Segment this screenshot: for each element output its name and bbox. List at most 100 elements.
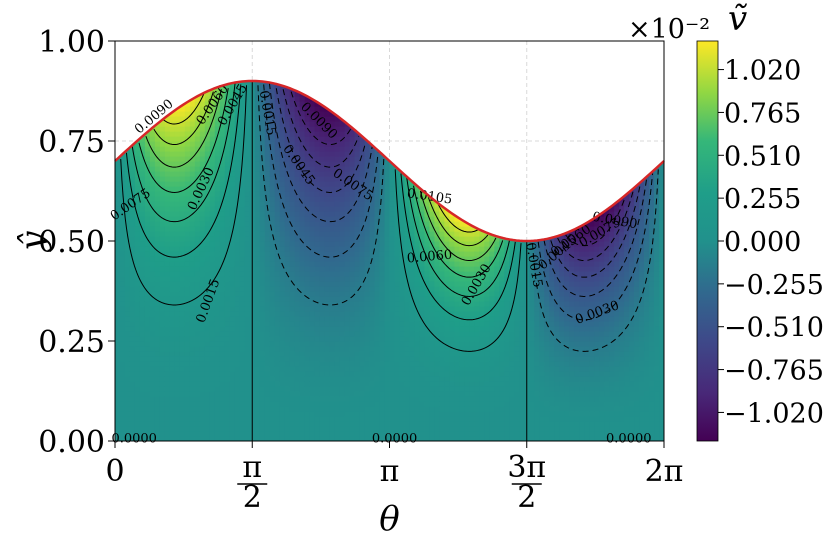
field-cell xyxy=(199,276,206,282)
field-cell xyxy=(329,136,336,142)
field-cell xyxy=(514,256,520,262)
field-cell xyxy=(204,111,211,117)
field-cell xyxy=(339,366,346,372)
field-cell xyxy=(115,321,121,327)
field-cell xyxy=(269,371,276,377)
field-cell xyxy=(244,146,251,152)
field-cell xyxy=(239,116,246,122)
field-cell xyxy=(264,261,271,267)
field-cell xyxy=(489,361,495,367)
field-cell xyxy=(419,206,426,212)
field-cell xyxy=(294,141,301,147)
field-cell xyxy=(149,286,156,292)
field-cell xyxy=(449,311,455,317)
field-cell xyxy=(194,336,201,342)
field-cell xyxy=(454,331,460,337)
field-cell xyxy=(339,161,346,167)
field-cell xyxy=(184,296,191,302)
field-cell xyxy=(384,311,391,317)
field-cell xyxy=(484,391,490,397)
field-cell xyxy=(374,421,381,427)
field-cell xyxy=(209,226,216,232)
field-cell xyxy=(349,361,356,367)
field-cell xyxy=(304,116,311,122)
field-cell xyxy=(304,321,311,327)
field-cell xyxy=(489,311,495,317)
field-cell xyxy=(179,266,186,272)
field-cell xyxy=(334,236,341,242)
field-cell xyxy=(484,316,490,322)
field-cell xyxy=(159,136,166,142)
field-cell xyxy=(279,211,286,217)
field-cell xyxy=(419,286,426,292)
field-cell xyxy=(154,296,161,302)
field-cell xyxy=(324,116,331,122)
field-cell xyxy=(199,231,206,237)
field-cell xyxy=(269,141,276,147)
field-cell xyxy=(209,301,216,307)
field-cell xyxy=(394,351,401,357)
field-cell xyxy=(184,246,191,252)
field-cell xyxy=(119,386,126,392)
field-cell xyxy=(214,266,221,272)
field-cell xyxy=(259,236,266,242)
field-cell xyxy=(304,146,311,152)
field-cell xyxy=(479,331,485,337)
field-cell xyxy=(184,331,191,337)
field-cell xyxy=(454,371,460,377)
field-cell xyxy=(334,246,341,252)
field-cell xyxy=(234,431,241,437)
field-cell xyxy=(404,291,411,297)
field-cell xyxy=(384,191,391,197)
field-cell xyxy=(514,421,520,427)
field-cell xyxy=(389,231,396,237)
field-cell xyxy=(234,131,241,137)
field-cell xyxy=(364,141,371,147)
field-cell xyxy=(259,431,266,437)
field-cell xyxy=(324,416,331,422)
field-cell xyxy=(344,316,351,322)
field-cell xyxy=(419,371,426,377)
field-cell xyxy=(154,371,161,377)
field-cell xyxy=(144,181,151,187)
field-cell xyxy=(469,376,475,382)
field-cell xyxy=(259,406,266,412)
field-cell xyxy=(244,326,251,332)
field-cell xyxy=(224,241,231,247)
field-cell xyxy=(444,376,450,382)
field-cell xyxy=(184,396,191,402)
field-cell xyxy=(514,261,520,267)
field-cell xyxy=(479,396,485,402)
field-cell xyxy=(234,406,241,412)
field-cell xyxy=(464,376,470,382)
field-cell xyxy=(119,371,126,377)
field-cell xyxy=(115,366,121,372)
field-cell xyxy=(474,356,480,362)
field-cell xyxy=(294,326,301,332)
field-cell xyxy=(129,281,136,287)
field-cell xyxy=(289,241,296,247)
field-cell xyxy=(199,136,206,142)
field-cell xyxy=(194,241,201,247)
field-cell xyxy=(324,276,331,282)
field-cell xyxy=(304,351,311,357)
field-cell xyxy=(299,116,306,122)
field-cell xyxy=(519,251,525,257)
field-cell xyxy=(169,156,176,162)
field-cell xyxy=(209,166,216,172)
field-cell xyxy=(284,416,291,422)
field-cell xyxy=(429,431,436,437)
field-cell xyxy=(329,236,336,242)
field-cell xyxy=(464,266,470,272)
field-cell xyxy=(324,386,331,392)
field-cell xyxy=(174,261,181,267)
field-cell xyxy=(474,246,480,252)
field-cell xyxy=(479,261,485,267)
field-cell xyxy=(254,396,261,402)
field-cell xyxy=(134,151,141,157)
field-cell xyxy=(389,261,396,267)
field-cell xyxy=(199,356,206,362)
field-cell xyxy=(179,366,186,372)
field-cell xyxy=(329,181,336,187)
field-cell xyxy=(439,326,445,332)
